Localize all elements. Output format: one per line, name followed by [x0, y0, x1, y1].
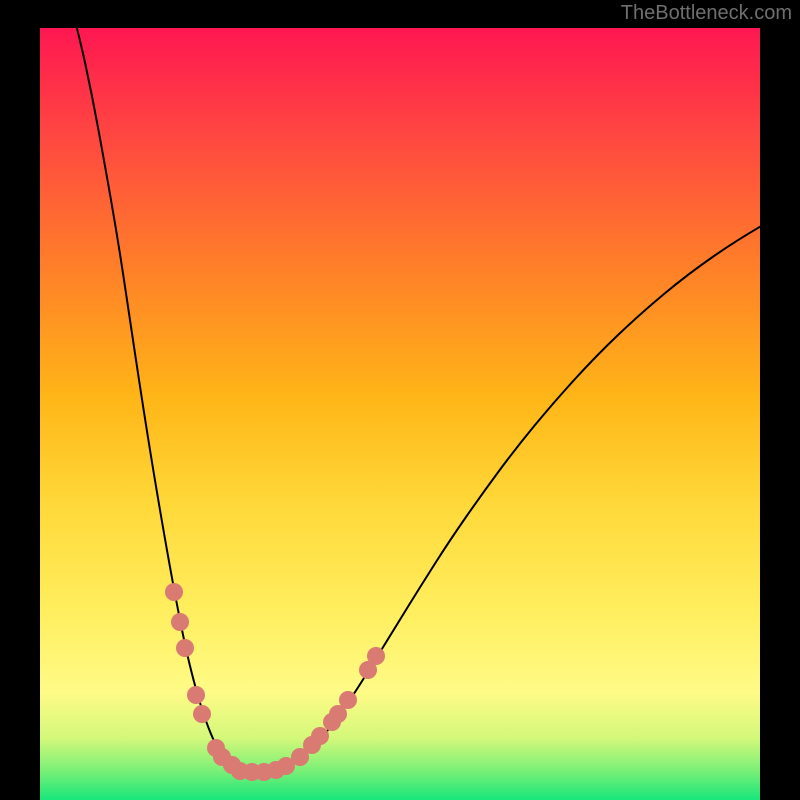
plot-area	[40, 28, 760, 800]
curve-right	[256, 204, 760, 771]
marker-right	[311, 727, 329, 745]
marker-left	[187, 686, 205, 704]
marker-left	[171, 613, 189, 631]
marker-right	[367, 647, 385, 665]
watermark-text: TheBottleneck.com	[621, 2, 792, 25]
marker-left	[193, 705, 211, 723]
marker-left	[176, 639, 194, 657]
chart-frame: TheBottleneck.com	[0, 0, 800, 800]
chart-svg	[40, 28, 760, 800]
marker-left	[165, 583, 183, 601]
marker-bottom	[267, 761, 285, 779]
curve-left	[64, 28, 256, 771]
marker-right	[339, 691, 357, 709]
